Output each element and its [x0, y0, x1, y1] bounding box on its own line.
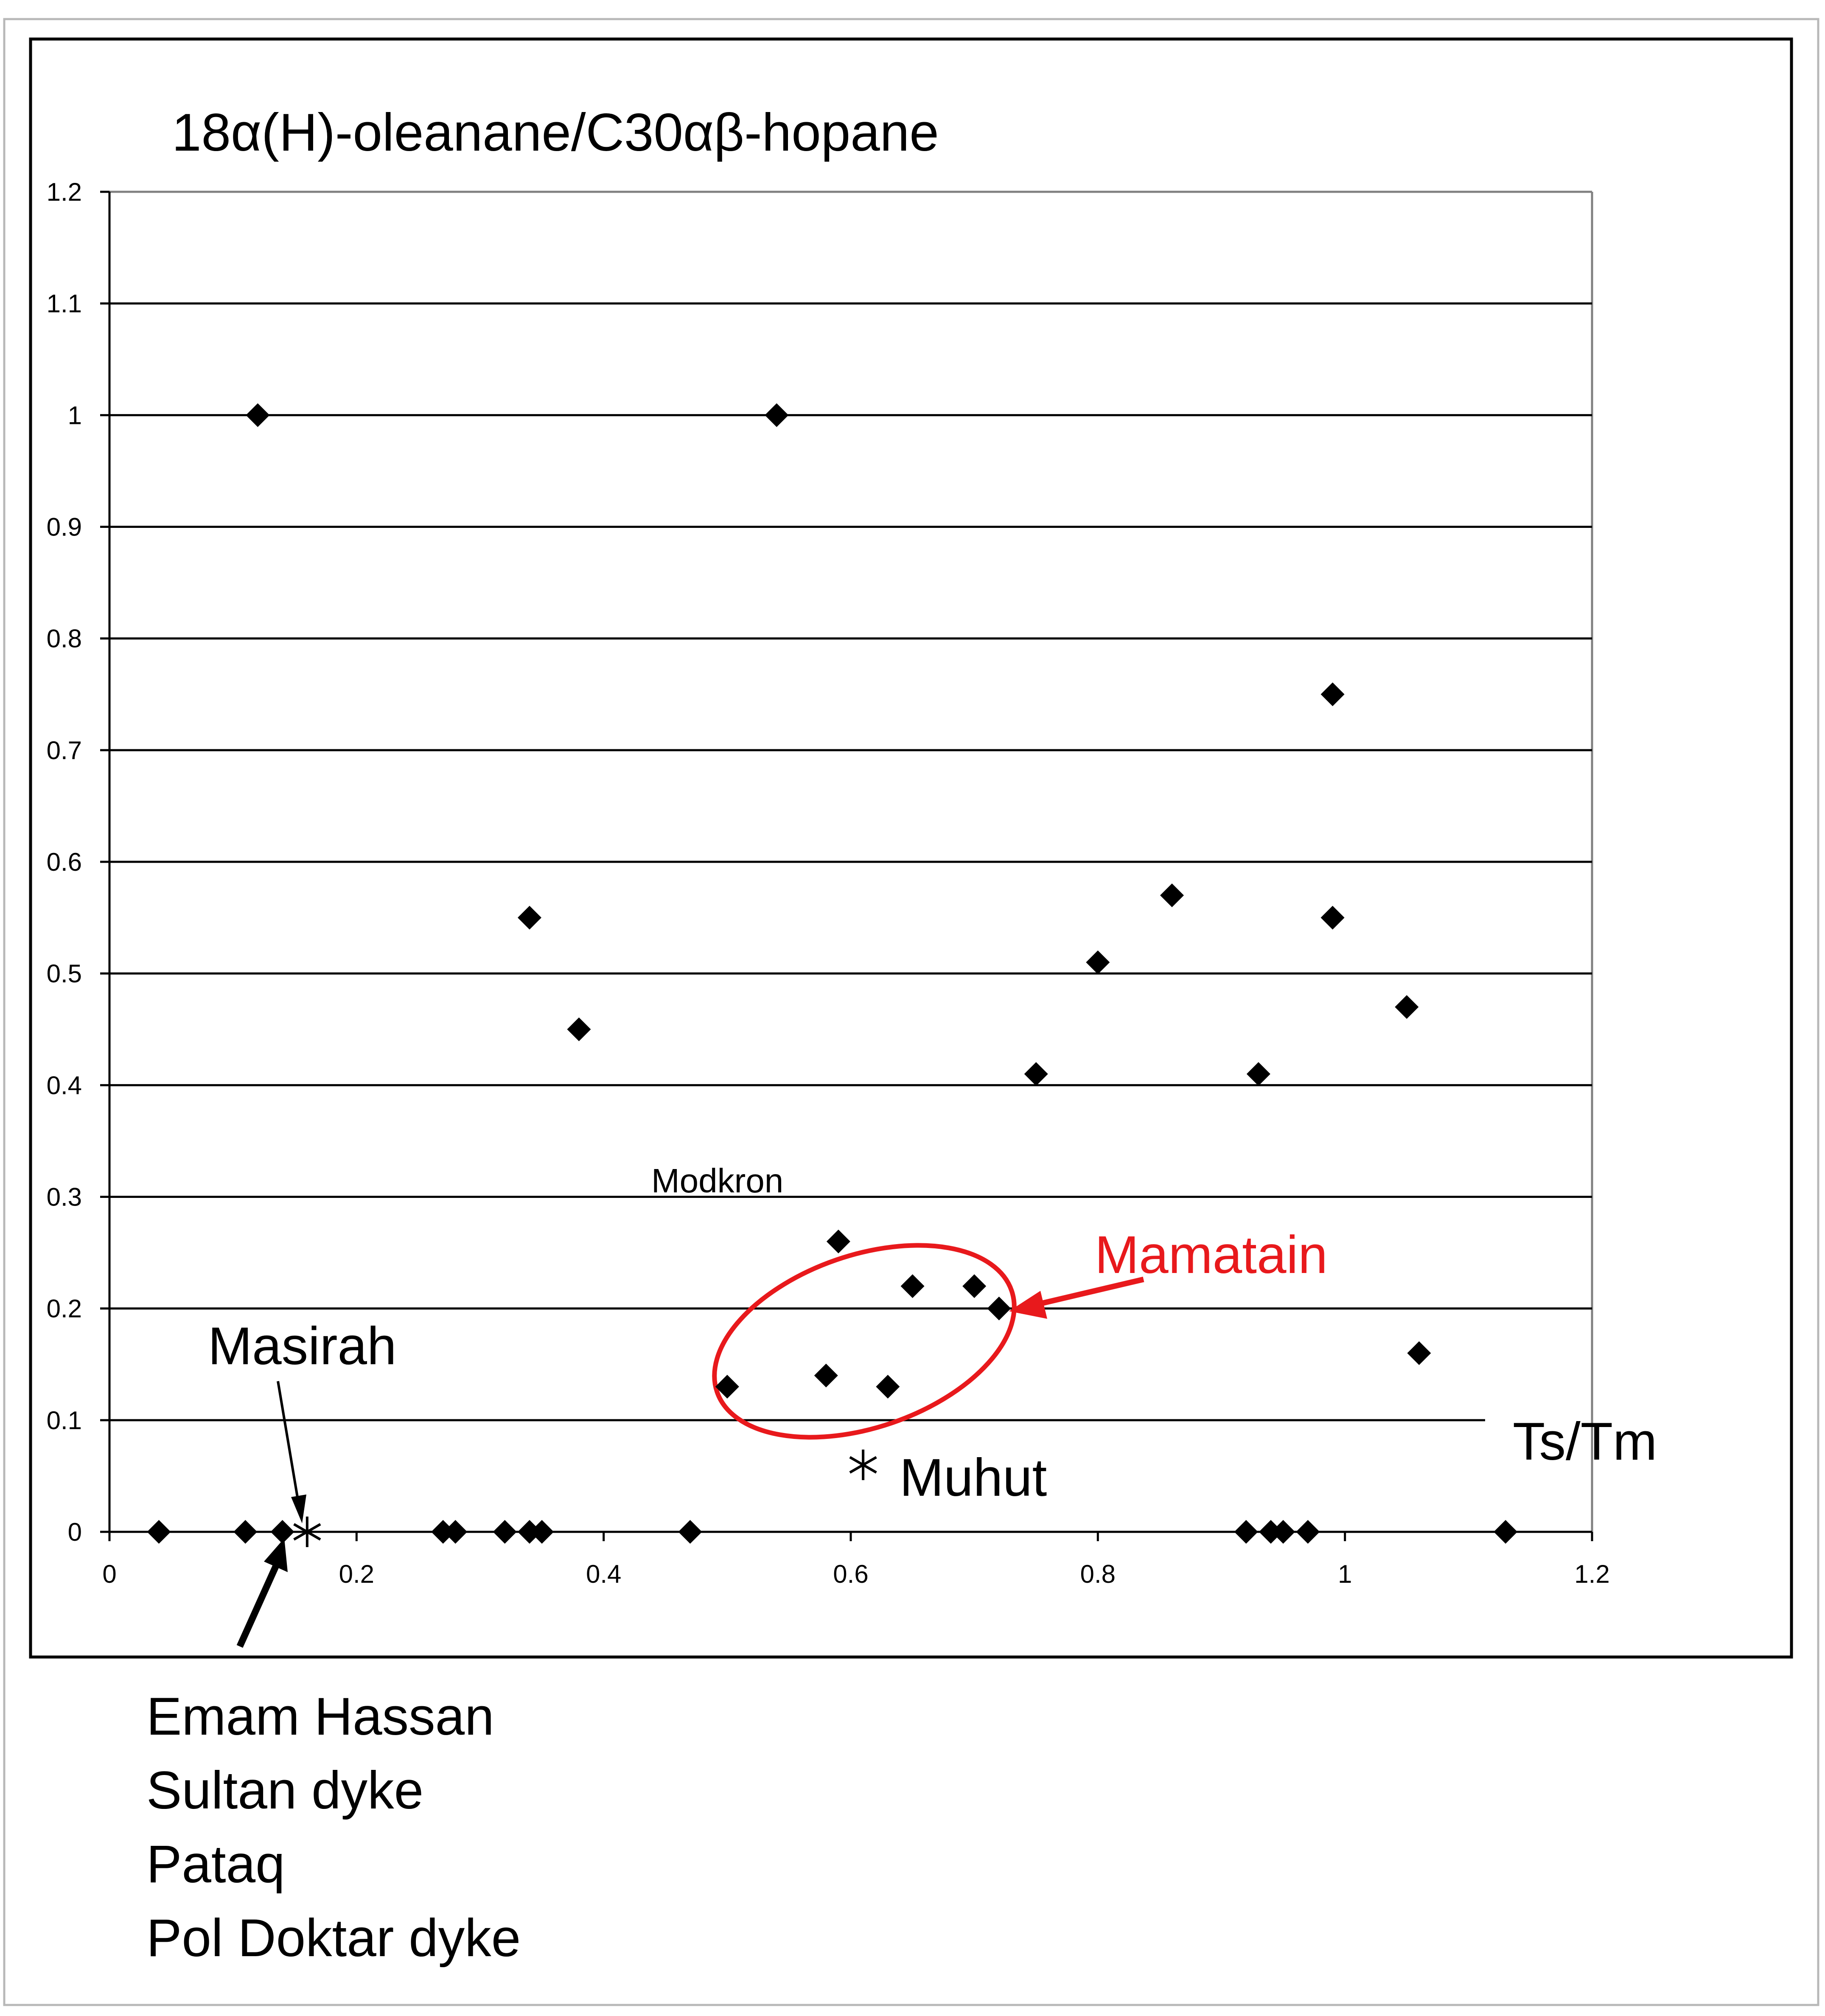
- data-point-diamond: [1160, 883, 1184, 907]
- data-point-diamond: [987, 1296, 1011, 1321]
- data-point-diamond: [270, 1520, 294, 1544]
- data-point-asterisk: [849, 1450, 877, 1480]
- x-tick-label: 1: [1338, 1560, 1352, 1588]
- data-point-diamond: [962, 1274, 987, 1298]
- data-point-diamond: [1259, 1520, 1283, 1544]
- data-point-diamond: [1320, 682, 1345, 707]
- masirah-label: Masirah: [208, 1317, 397, 1376]
- chart-area-border: [29, 37, 1793, 1659]
- data-point-diamond: [147, 1520, 171, 1544]
- data-point-diamond: [1395, 995, 1419, 1019]
- y-tick-label: 1.2: [47, 178, 82, 206]
- y-tick-label: 0.1: [47, 1406, 82, 1435]
- y-tick-label: 0.4: [47, 1071, 82, 1099]
- pol-doktar-dyke-label: Pol Doktar dyke: [146, 1909, 521, 1968]
- gridlines: [109, 302, 1592, 1422]
- data-point-diamond: [517, 906, 541, 930]
- y-tick-label: 0: [68, 1518, 82, 1546]
- y-tick-label: 0.2: [47, 1295, 82, 1323]
- data-point-diamond: [1246, 1062, 1270, 1086]
- data-point-diamond: [517, 1520, 541, 1544]
- asterisk-stroke: [293, 1523, 321, 1541]
- y-tick-label: 1: [68, 401, 82, 429]
- x-tick-label: 0.6: [833, 1560, 868, 1588]
- data-point-diamond: [1024, 1062, 1048, 1086]
- x-tick-label: 0.2: [339, 1560, 374, 1588]
- data-point-diamond: [246, 403, 270, 427]
- modkron-label: Modkron: [651, 1162, 783, 1200]
- y-tick-label: 0.7: [47, 736, 82, 765]
- sultan-dyke-label: Sultan dyke: [146, 1761, 423, 1820]
- data-point-diamond: [233, 1520, 258, 1544]
- emam-hassan-arrow-line: [236, 1560, 281, 1648]
- data-point-diamond: [567, 1017, 591, 1041]
- data-point-diamond: [493, 1520, 517, 1544]
- x-axis-ticks: 0 0.2 0.4 0.6 0.8 1 1.2: [102, 1532, 1610, 1588]
- chart-title: 18α(H)-oleanane/C30αβ-hopane: [172, 103, 939, 162]
- masirah-arrow-head: [291, 1494, 306, 1523]
- muhut-label: Muhut: [900, 1448, 1047, 1507]
- data-point-diamond: [431, 1520, 455, 1544]
- mamatain-highlight-ellipse: [712, 1243, 1017, 1440]
- data-points: [147, 403, 1518, 1547]
- data-point-diamond: [1320, 906, 1345, 930]
- y-tick-label: 1.1: [47, 289, 82, 318]
- outer-frame: [3, 18, 1819, 2006]
- data-point-diamond: [876, 1374, 900, 1399]
- x-tick-label: 0.4: [586, 1560, 621, 1588]
- y-axis-ticks: 0 0.1 0.2 0.3 0.4 0.5 0.6 0.7 0.8 0.9 1 1.1 1.2: [47, 178, 109, 1546]
- pataq-label: Pataq: [146, 1835, 285, 1894]
- data-point-diamond: [826, 1229, 850, 1253]
- data-point-diamond: [530, 1520, 554, 1544]
- y-tick-label: 0.5: [47, 959, 82, 988]
- y-tick-label: 0.3: [47, 1183, 82, 1211]
- data-point-diamond: [1494, 1520, 1518, 1544]
- data-point-diamond: [765, 403, 789, 427]
- data-point-diamond: [1296, 1520, 1320, 1544]
- mamatain-arrow-head: [1009, 1291, 1047, 1319]
- data-point-diamond: [1271, 1520, 1295, 1544]
- mamatain-arrow-line: [1034, 1276, 1144, 1308]
- data-point-diamond: [715, 1374, 739, 1399]
- asterisk-stroke: [849, 1456, 877, 1474]
- masirah-arrow-line: [277, 1381, 300, 1503]
- y-tick-label: 0.6: [47, 848, 82, 876]
- data-point-diamond: [443, 1520, 468, 1544]
- x-axis-label: Ts/Tm: [1513, 1412, 1657, 1471]
- x-tick-label: 0.8: [1080, 1560, 1116, 1588]
- data-point-asterisk: [293, 1517, 321, 1547]
- data-point-diamond: [900, 1274, 925, 1298]
- data-point-diamond: [1234, 1520, 1258, 1544]
- y-tick-label: 0.9: [47, 513, 82, 541]
- data-point-diamond: [678, 1520, 702, 1544]
- data-point-diamond: [1086, 950, 1110, 974]
- data-point-diamond: [1407, 1341, 1431, 1365]
- x-tick-label: 1.2: [1574, 1560, 1609, 1588]
- x-tick-label: 0: [102, 1560, 116, 1588]
- mamatain-label[interactable]: Mamatain: [1095, 1225, 1328, 1284]
- data-point-diamond: [814, 1363, 838, 1388]
- emam-hassan-arrow-head: [264, 1538, 288, 1572]
- emam-hassan-label: Emam Hassan: [146, 1687, 494, 1746]
- y-tick-label: 0.8: [47, 625, 82, 653]
